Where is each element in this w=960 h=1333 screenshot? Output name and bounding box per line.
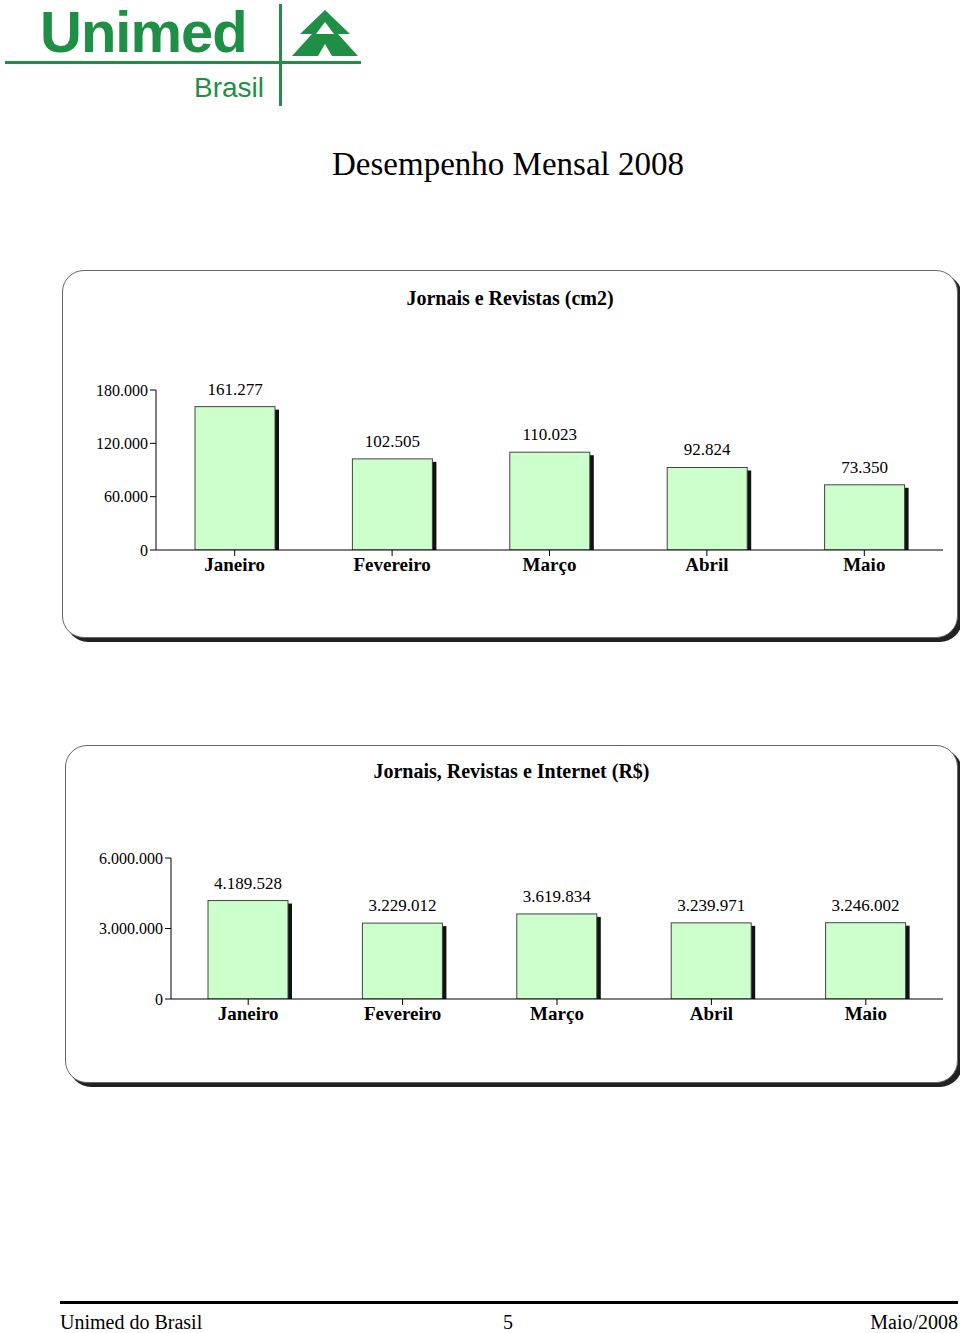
svg-text:0: 0 bbox=[140, 542, 148, 559]
html-text:Jornais e Revistas (cm2): Jornais e Revistas (cm2) bbox=[406, 287, 614, 309]
svg-text:Fevereiro: Fevereiro bbox=[353, 554, 430, 575]
svg-text:110.023: 110.023 bbox=[522, 425, 577, 444]
svg-text:102.505: 102.505 bbox=[365, 432, 420, 451]
svg-text:6.000.000: 6.000.000 bbox=[99, 850, 163, 867]
svg-text:120.000: 120.000 bbox=[96, 435, 148, 452]
svg-text:3.239.971: 3.239.971 bbox=[677, 896, 745, 915]
svg-text:Janeiro: Janeiro bbox=[218, 1003, 279, 1024]
html-text:Unimed: Unimed bbox=[40, 0, 247, 64]
svg-text:3.619.834: 3.619.834 bbox=[523, 887, 592, 906]
svg-text:4.189.528: 4.189.528 bbox=[214, 874, 282, 893]
svg-text:60.000: 60.000 bbox=[104, 488, 148, 505]
svg-text:Maio: Maio bbox=[845, 1003, 887, 1024]
svg-text:3.000.000: 3.000.000 bbox=[99, 920, 163, 937]
svg-text:161.277: 161.277 bbox=[207, 380, 263, 399]
svg-text:3.229.012: 3.229.012 bbox=[368, 896, 436, 915]
svg-text:Abril: Abril bbox=[690, 1003, 733, 1024]
html-text:Desempenho Mensal 2008: Desempenho Mensal 2008 bbox=[332, 146, 684, 182]
svg-text:Março: Março bbox=[523, 554, 577, 575]
svg-text:73.350: 73.350 bbox=[841, 458, 888, 477]
html-text:Brasil: Brasil bbox=[194, 72, 264, 103]
svg-text:Abril: Abril bbox=[685, 554, 728, 575]
svg-text:Janeiro: Janeiro bbox=[204, 554, 265, 575]
svg-text:180.000: 180.000 bbox=[96, 382, 148, 399]
html-text:Maio/2008: Maio/2008 bbox=[870, 1311, 958, 1333]
html-text:Jornais, Revistas e Internet (: Jornais, Revistas e Internet (R$) bbox=[373, 760, 650, 782]
html-text:Unimed do Brasil: Unimed do Brasil bbox=[60, 1311, 203, 1333]
svg-text:92.824: 92.824 bbox=[684, 440, 731, 459]
svg-text:3.246.002: 3.246.002 bbox=[832, 896, 900, 915]
svg-text:Março: Março bbox=[530, 1003, 584, 1024]
svg-text:Fevereiro: Fevereiro bbox=[364, 1003, 441, 1024]
html-text:5: 5 bbox=[503, 1311, 513, 1333]
svg-text:Maio: Maio bbox=[843, 554, 885, 575]
svg-text:0: 0 bbox=[155, 991, 163, 1008]
